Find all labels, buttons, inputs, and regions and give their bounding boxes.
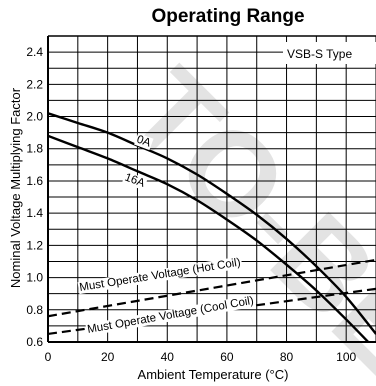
label-cool-coil: Must Operate Voltage (Cool Coil) xyxy=(86,295,254,336)
label-0a-backing xyxy=(134,133,154,151)
x-tick-label: 20 xyxy=(101,350,115,364)
x-tick-label: 0 xyxy=(45,350,52,364)
x-tick-label: 100 xyxy=(336,350,356,364)
y-tick-label: 1.6 xyxy=(26,174,43,188)
chart-title: Operating Range xyxy=(151,6,304,27)
label-hot-coil-backing xyxy=(77,256,243,295)
x-tick-label: 40 xyxy=(161,350,175,364)
y-tick-label: 2.4 xyxy=(26,45,43,59)
label-cool-coil-backing xyxy=(85,294,256,337)
y-tick-label: 2.2 xyxy=(26,77,43,91)
y-tick-label: 0.8 xyxy=(26,303,43,317)
watermark: TO-BE xyxy=(102,44,376,386)
y-tick-label: 1.4 xyxy=(26,206,43,220)
label-hot-coil: Must Operate Voltage (Hot Coil) xyxy=(79,257,242,294)
x-tick-label: 60 xyxy=(220,350,234,364)
label-0a-group: 0A xyxy=(134,133,154,151)
y-tick-label: 0.6 xyxy=(26,335,43,349)
series-layer xyxy=(47,112,376,342)
plot-frame xyxy=(47,35,376,343)
y-tick-label: 1.2 xyxy=(26,238,43,252)
y-tick-label: 2.0 xyxy=(26,110,43,124)
y-tick-label: 1.0 xyxy=(26,271,43,285)
x-axis-label: Ambient Temperature (°C) xyxy=(138,367,289,382)
y-tick-label: 1.8 xyxy=(26,142,43,156)
y-axis-label: Nominal Voltage Multiplying Factor xyxy=(8,87,23,288)
note-box xyxy=(283,42,376,64)
series-line-16a xyxy=(48,134,370,342)
x-tick-label: 80 xyxy=(280,350,294,364)
label-0a: 0A xyxy=(135,134,153,150)
type-note: VSB-S Type xyxy=(287,47,352,61)
label-16a-backing xyxy=(122,171,148,191)
label-hot-coil-group: Must Operate Voltage (Hot Coil) xyxy=(77,256,243,295)
tick-labels: 0 20 40 60 80 100 0.6 0.8 1.0 1.2 1.4 1.6 1.8 2.0 2.2 2… xyxy=(26,45,356,364)
label-cool-coil-group: Must Operate Voltage (Cool Coil) xyxy=(85,294,256,337)
